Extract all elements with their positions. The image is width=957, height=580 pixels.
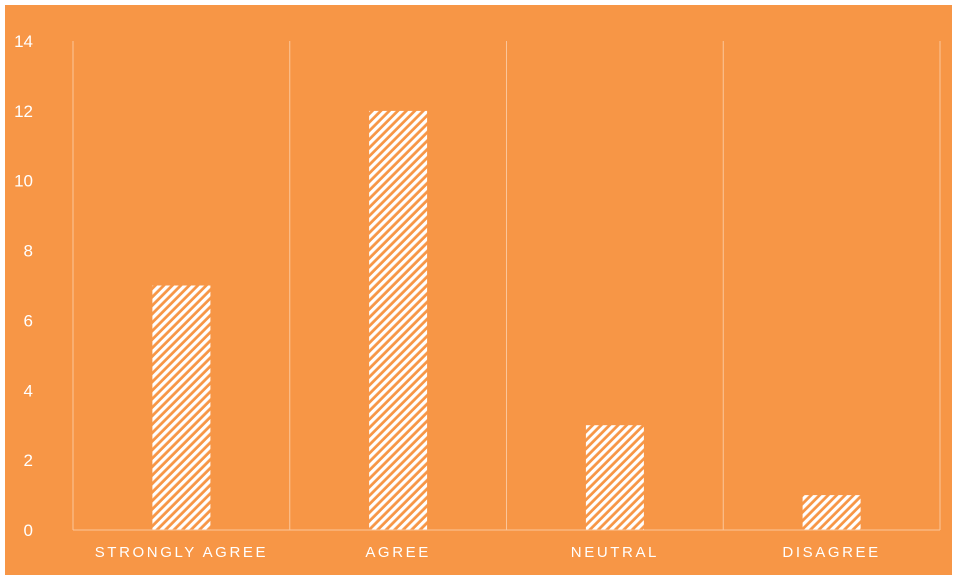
- y-tick-label: 6: [24, 311, 33, 330]
- y-tick-label: 4: [24, 381, 33, 400]
- x-axis-category-labels: STRONGLY AGREE AGREE NEUTRAL DISAGREE: [95, 544, 880, 561]
- y-tick-label: 8: [24, 242, 33, 261]
- bar-neutral: [585, 425, 644, 530]
- y-tick-label: 0: [24, 521, 33, 540]
- bar-strongly-agree: [152, 285, 211, 530]
- chart-area: 0 2 4 6 8 10 12 14 STRONGLY AGREE AGREE NEUTRAL DI…: [5, 5, 952, 575]
- bar-chart: 0 2 4 6 8 10 12 14 STRONGLY AGREE AGREE NEUTRAL DI…: [14, 32, 941, 561]
- y-tick-label: 12: [14, 102, 33, 121]
- bar-disagree: [802, 495, 861, 530]
- x-category-label: NEUTRAL: [571, 544, 659, 561]
- y-axis-tick-labels: 0 2 4 6 8 10 12 14: [14, 32, 33, 540]
- bar-agree: [369, 110, 428, 531]
- x-category-label: AGREE: [365, 544, 431, 561]
- y-tick-label: 2: [24, 451, 33, 470]
- gridlines: [72, 41, 941, 530]
- x-category-label: STRONGLY AGREE: [95, 544, 268, 561]
- x-category-label: DISAGREE: [782, 544, 880, 561]
- bars: [152, 110, 861, 531]
- y-tick-label: 10: [14, 172, 33, 191]
- y-tick-label: 14: [14, 32, 33, 51]
